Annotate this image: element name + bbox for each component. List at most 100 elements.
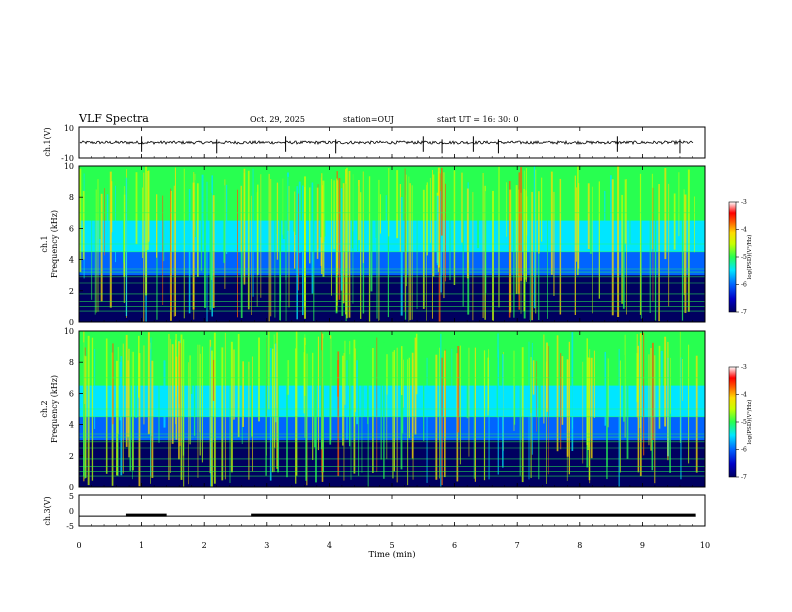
spec-streak	[679, 331, 681, 443]
spec-band	[79, 193, 705, 198]
spec-band	[79, 444, 705, 449]
spec-streak	[472, 192, 474, 321]
spec-streak	[188, 189, 191, 314]
spec-streak	[487, 357, 489, 416]
xtick-label-5: 5	[389, 541, 394, 550]
spec-streak	[441, 357, 443, 486]
spec-streak	[111, 181, 113, 233]
spec-streak	[367, 344, 369, 425]
ch3-ytick-minus5: -5	[66, 522, 74, 531]
spec-streak	[117, 346, 119, 435]
spec-streak	[411, 352, 414, 459]
spec-streak	[129, 350, 132, 471]
spec-band	[79, 240, 705, 245]
spec-band	[79, 448, 705, 453]
ch3-signal-lines	[79, 513, 696, 517]
spec-streak	[626, 179, 627, 315]
spec-streak	[197, 344, 199, 478]
spec-streak	[91, 197, 93, 300]
spec-streak	[629, 190, 631, 244]
ytick-label-2: 4	[69, 256, 74, 265]
ch3-signal-frame	[78, 494, 706, 527]
spec-streak	[309, 187, 311, 264]
cb-tick-label-4: -7	[741, 309, 747, 316]
spec-streak	[576, 187, 578, 262]
spec-band	[79, 255, 705, 260]
spec-streak	[639, 173, 642, 315]
spec-streak	[403, 359, 404, 408]
spec-band	[79, 424, 705, 429]
xtick-label-7: 7	[515, 541, 520, 550]
spec-streak	[79, 168, 82, 273]
spec-streak	[459, 345, 461, 465]
spec-streak	[453, 170, 456, 285]
spec-streak	[151, 360, 154, 478]
spec-streak	[293, 179, 295, 232]
cb-tick-label-1: -4	[741, 392, 747, 399]
spec-streak	[258, 337, 260, 422]
ytick-label-5: 10	[64, 162, 74, 171]
spec-streak	[439, 347, 440, 479]
spec-streak	[408, 176, 410, 322]
ch2-channel-ylabel: ch.2	[40, 400, 49, 417]
spec-streak	[163, 360, 166, 428]
spec-streak	[561, 356, 564, 425]
spec-streak	[82, 190, 85, 260]
spec-streak	[477, 179, 479, 249]
time-axis: 0 1 2 3 4 5 6 7 8 9 10	[76, 127, 710, 550]
spec-streak	[538, 191, 540, 254]
spec-streak	[560, 353, 562, 450]
spec-band	[79, 358, 705, 363]
spec-streak	[322, 338, 324, 473]
spec-streak	[429, 177, 431, 243]
spec-streak	[251, 355, 253, 437]
spec-band	[79, 259, 705, 264]
ch3-ytick-5: 5	[69, 492, 74, 501]
spec-streak	[84, 355, 86, 479]
ytick-label-3: 6	[69, 224, 74, 233]
spec-streak	[396, 347, 398, 483]
spec-streak	[173, 185, 175, 317]
ch2-spectrogram-yticks: 0 2 4 6 8 10	[64, 327, 83, 492]
ch1-spectrogram-yticks: 0 2 4 6 8 10	[64, 162, 83, 327]
spec-streak	[125, 334, 128, 447]
spec-streak	[201, 346, 203, 463]
spec-streak	[485, 191, 487, 293]
spec-streak	[643, 332, 645, 456]
spec-streak	[498, 166, 500, 308]
spec-streak	[362, 346, 364, 416]
spec-streak	[168, 334, 170, 480]
spec-streak	[664, 336, 667, 427]
spec-streak	[466, 188, 469, 279]
spec-streak	[265, 334, 267, 476]
ch2-colorbar-ticks: -3 -4 -5 -6 -7	[736, 364, 747, 481]
ytick-label-4: 8	[69, 358, 74, 367]
spec-band	[79, 181, 705, 186]
spec-streak	[515, 185, 518, 294]
spec-streak	[559, 178, 562, 315]
spec-streak	[649, 193, 651, 313]
spec-band	[79, 467, 705, 472]
spec-band	[79, 455, 705, 461]
spec-band	[79, 216, 705, 221]
spec-streak	[422, 189, 425, 309]
spec-streak	[84, 355, 86, 404]
spec-streak	[135, 172, 138, 244]
spec-band	[79, 224, 705, 229]
spec-streak	[116, 360, 118, 476]
spec-streak	[462, 169, 464, 307]
spec-streak	[651, 173, 653, 250]
spec-streak	[621, 194, 623, 304]
spec-streak	[492, 190, 494, 321]
spec-streak	[147, 332, 150, 435]
spec-band	[79, 370, 705, 375]
spec-streak	[230, 341, 233, 473]
spec-streak	[539, 334, 541, 418]
spec-streak	[521, 347, 524, 483]
spec-streak	[437, 167, 440, 268]
spec-streak	[533, 166, 536, 309]
spec-streak	[648, 354, 650, 446]
spec-band	[79, 177, 705, 182]
spec-streak	[286, 357, 288, 478]
